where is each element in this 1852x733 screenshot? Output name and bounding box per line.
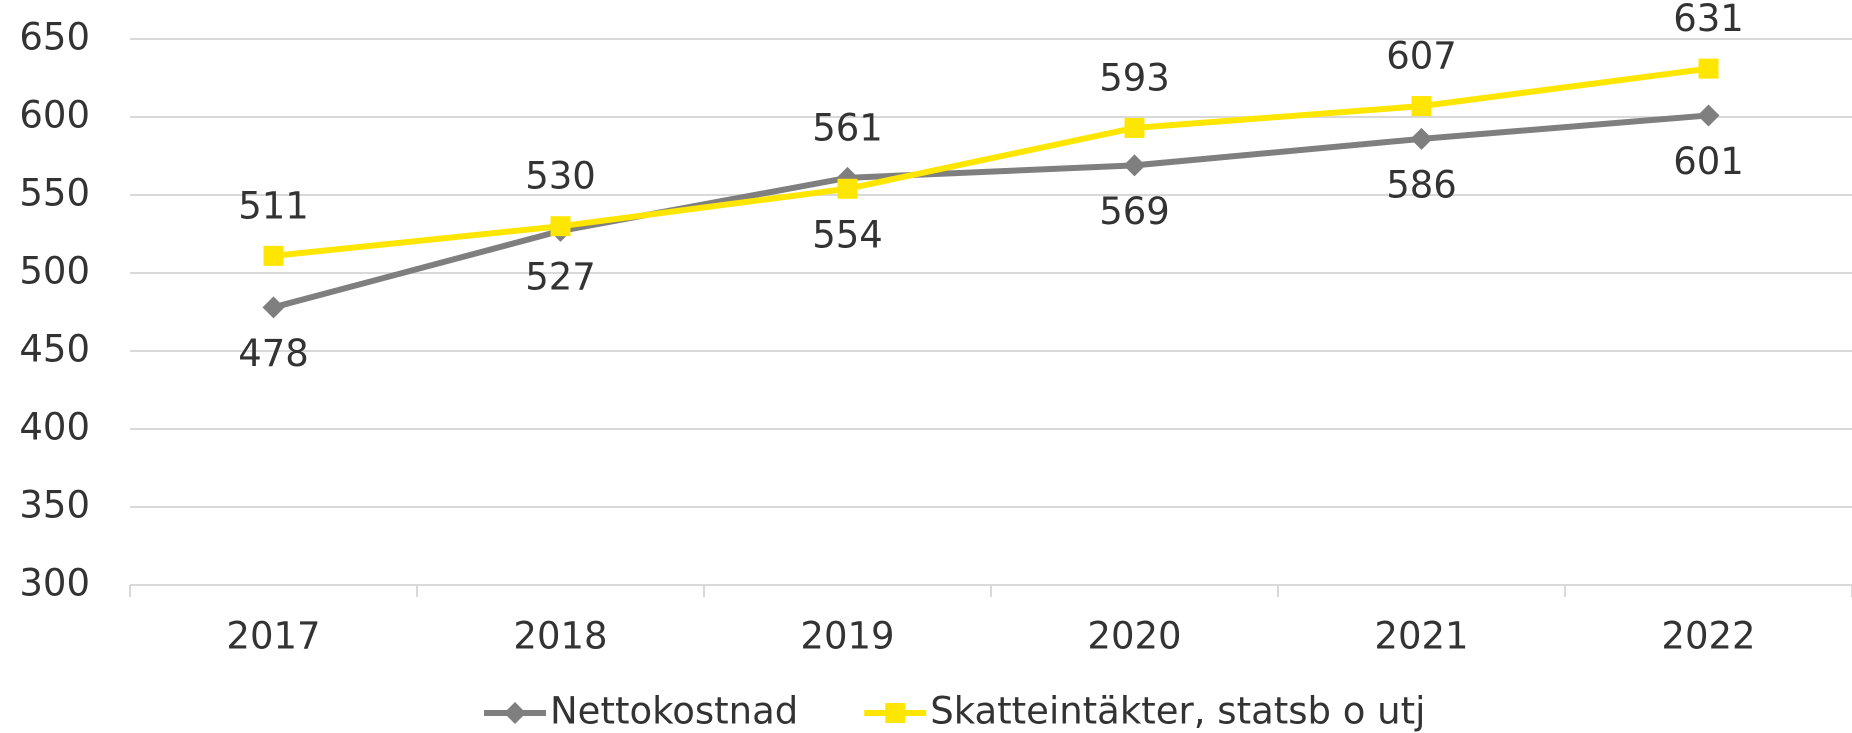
y-tick-label: 500 (19, 250, 90, 293)
point (1698, 58, 1719, 79)
y-tick-label: 650 (19, 16, 90, 59)
data-label: 607 (1386, 35, 1457, 78)
y-tick-label: 550 (19, 172, 90, 215)
series-line (273, 65, 1709, 259)
legend-label: Nettokostnad (550, 690, 798, 733)
point (1124, 117, 1145, 138)
data-label: 561 (812, 106, 883, 149)
x-tick-label: 2020 (1087, 615, 1181, 658)
point (1697, 104, 1720, 127)
data-label: 554 (812, 213, 883, 256)
y-tick-label: 600 (19, 94, 90, 137)
point (1411, 96, 1432, 117)
legend-label: Skatteintäkter, statsb o utj (930, 690, 1425, 733)
legend-marker (504, 702, 526, 724)
y-tick-label: 450 (19, 328, 90, 371)
point (262, 296, 285, 319)
x-tick-label: 2019 (800, 615, 894, 658)
series-line (272, 112, 1709, 311)
data-label: 527 (525, 255, 596, 298)
y-tick-label: 400 (19, 406, 90, 449)
point (837, 178, 858, 199)
data-label: 530 (525, 155, 596, 198)
x-tick-label: 2021 (1374, 615, 1468, 658)
data-label: 593 (1099, 56, 1170, 99)
point (1410, 127, 1433, 150)
data-label: 511 (238, 184, 309, 227)
x-tick-label: 2022 (1661, 615, 1755, 658)
data-label: 569 (1099, 190, 1170, 233)
x-tick-label: 2017 (226, 615, 320, 658)
legend-marker (885, 703, 906, 723)
data-label: 478 (238, 332, 309, 375)
data-label: 586 (1386, 163, 1457, 206)
data-label: 631 (1673, 0, 1744, 40)
data-label: 601 (1673, 140, 1744, 183)
x-tick-label: 2018 (513, 615, 607, 658)
point (550, 216, 571, 237)
y-tick-label: 300 (19, 562, 90, 605)
point (263, 245, 284, 266)
point (1123, 154, 1146, 177)
y-tick-label: 350 (19, 484, 90, 527)
